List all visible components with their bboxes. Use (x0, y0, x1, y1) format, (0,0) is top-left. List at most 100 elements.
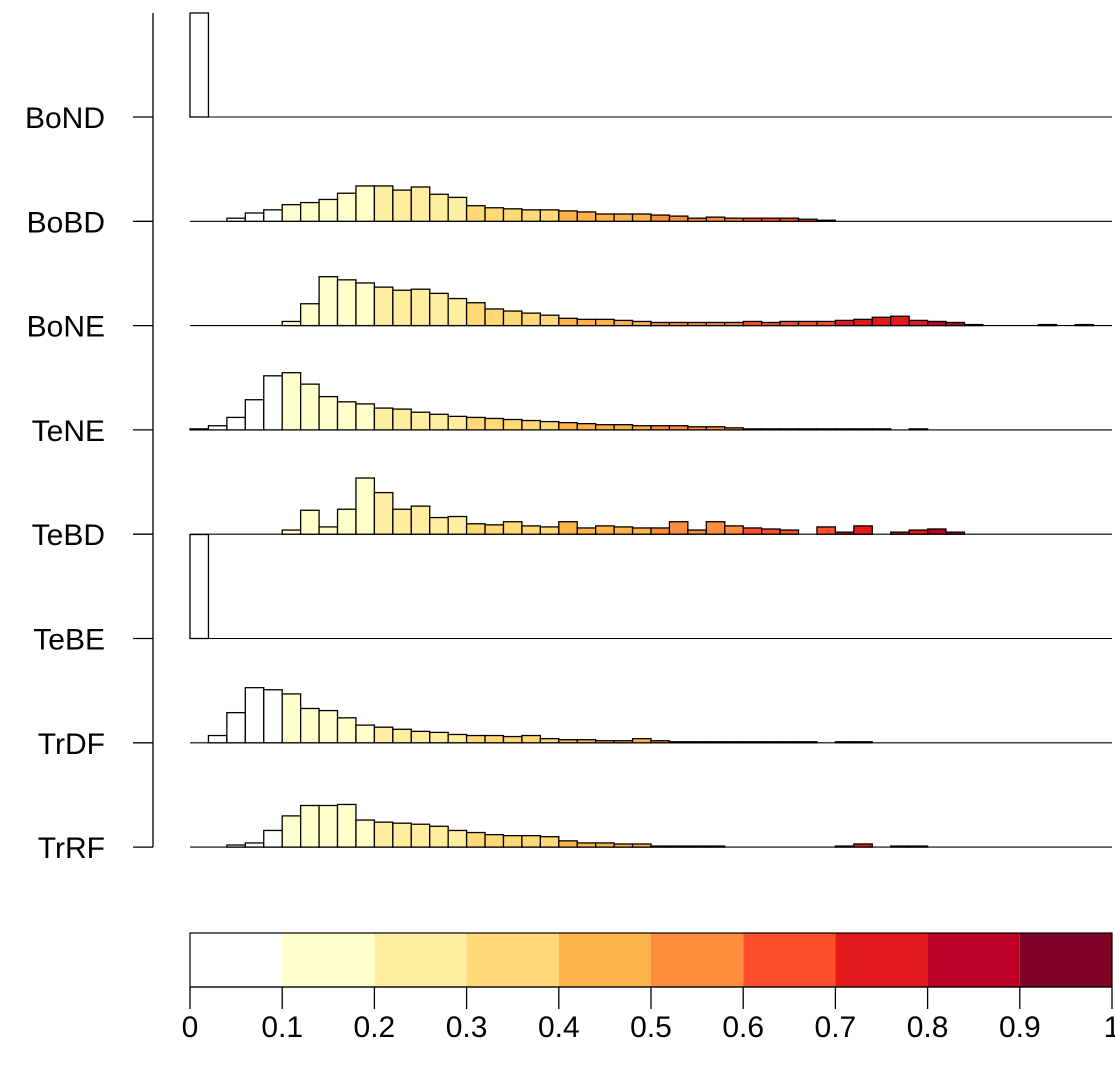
histogram-bar (392, 728, 412, 744)
histogram-bar (410, 823, 431, 848)
histogram-bar (631, 213, 652, 222)
histogram-bar (189, 428, 210, 431)
histogram-bar (429, 413, 449, 431)
histogram-bar (926, 528, 947, 535)
histogram-bar (853, 741, 873, 744)
histogram-bar (263, 375, 283, 431)
histogram-bar (465, 302, 486, 327)
category-label: TeBD (32, 519, 105, 552)
histogram-bar (465, 416, 486, 431)
histogram-bar (890, 315, 910, 327)
histogram-bar (779, 320, 800, 327)
histogram-bar (521, 209, 542, 222)
histogram-bar (797, 320, 818, 327)
legend-tick-label: 0.3 (446, 1011, 488, 1044)
histogram-bar (613, 740, 634, 744)
histogram-bar (281, 815, 302, 848)
histogram-bar (355, 819, 376, 848)
histogram-bar (392, 508, 412, 535)
histogram-bar (355, 403, 376, 431)
histogram-bar (613, 843, 634, 848)
histogram-bar (668, 845, 689, 848)
histogram-bar (742, 527, 763, 535)
histogram-bar (890, 531, 910, 535)
histogram-bar (410, 288, 431, 327)
histogram-bar (244, 842, 265, 848)
histogram-bar (613, 319, 634, 327)
legend-tick-label: 1 (1104, 1011, 1115, 1044)
histogram-bar (687, 426, 707, 431)
histogram-bar (576, 318, 597, 327)
histogram-bar (373, 407, 394, 431)
histogram-bar (816, 219, 837, 222)
histogram-bar (521, 835, 542, 848)
histogram-bar (502, 310, 523, 327)
histogram-bar (705, 521, 726, 535)
histogram-bar (908, 529, 929, 535)
histogram-bar (447, 829, 468, 848)
legend-tick-label: 0.6 (722, 1011, 764, 1044)
histogram-bar (465, 734, 486, 744)
histogram-bar (263, 689, 283, 744)
histogram-bar (373, 726, 394, 744)
histogram-bar (742, 217, 763, 222)
histogram-bar (226, 844, 246, 848)
legend-tick-label: 0.7 (815, 1011, 857, 1044)
histogram-bar (871, 428, 892, 431)
histogram-bar (502, 208, 523, 222)
histogram-bar (336, 192, 357, 222)
histogram-bar (724, 525, 744, 535)
histogram-bar (576, 739, 597, 744)
histogram-bar (595, 424, 615, 431)
histogram-bar (355, 282, 376, 327)
histogram-bar (410, 730, 431, 744)
histogram-bar (226, 416, 246, 431)
histogram-bar (595, 842, 615, 848)
histogram-bar (742, 428, 763, 431)
histogram-bar (539, 737, 560, 744)
histogram-row (190, 185, 1112, 222)
histogram-bar (410, 186, 431, 222)
histogram-bar (244, 687, 265, 744)
histogram-bar (834, 319, 855, 327)
category-label: BoND (25, 102, 105, 135)
histogram-bar (595, 213, 615, 222)
histogram-ridges (189, 12, 1112, 848)
histogram-row (189, 12, 1112, 118)
histogram-bar (318, 804, 339, 848)
color-legend: 0 0.1 0.2 0.3 0.4 0.5 0.6 0.7 0.8 0.9 1 (182, 932, 1115, 1044)
legend-tick-label: 0.8 (907, 1011, 949, 1044)
histogram-bar (410, 411, 431, 431)
histogram-bar (724, 427, 744, 431)
histogram-bar (650, 425, 671, 431)
histogram-bar (576, 423, 597, 431)
histogram-bar (834, 845, 855, 848)
histogram-bar (631, 843, 652, 848)
histogram-bar (816, 320, 837, 327)
histogram-bar (779, 217, 800, 222)
histogram-row (190, 687, 1112, 744)
histogram-bar (226, 217, 246, 222)
legend-tick-label: 0.4 (538, 1011, 580, 1044)
histogram-bar (207, 734, 228, 744)
histogram-bar (613, 424, 634, 431)
histogram-bar (797, 741, 818, 744)
legend-swatch (466, 933, 559, 987)
legend-swatch (835, 933, 928, 987)
histogram-bar (373, 185, 394, 222)
histogram-bar (760, 528, 781, 535)
histogram-bar (392, 822, 412, 848)
histogram-bar (558, 840, 578, 848)
histogram-bar (705, 321, 726, 327)
histogram-bar (336, 401, 357, 431)
histogram-bar (299, 707, 320, 744)
histogram-bar (724, 741, 744, 744)
histogram-bar (539, 420, 560, 431)
histogram-bar (853, 318, 873, 327)
histogram-bar (595, 318, 615, 327)
histogram-bar (318, 395, 339, 431)
legend-swatch (927, 933, 1020, 987)
histogram-bar (484, 524, 505, 535)
histogram-bar (908, 845, 929, 848)
